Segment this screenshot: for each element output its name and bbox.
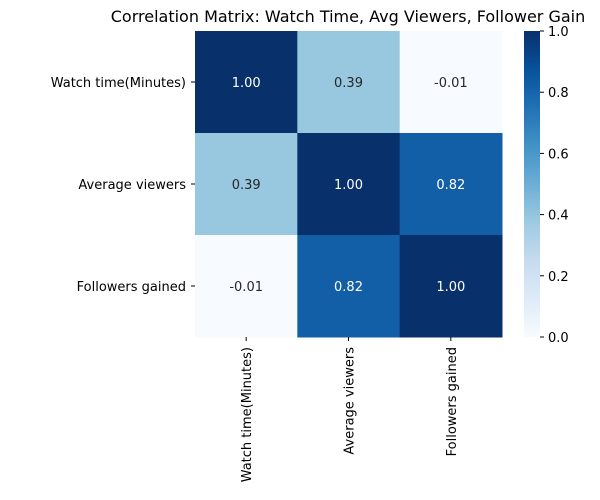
colorbar-tick-label: 1.0 bbox=[548, 25, 569, 40]
colorbar: 0.0 0.2 0.4 0.6 0.8 1.0 bbox=[524, 25, 569, 346]
colorbar-tick-label: 0.2 bbox=[548, 270, 569, 285]
heatmap-cells bbox=[195, 31, 503, 338]
heatmap-value-labels: 1.00 0.39 -0.01 0.39 1.00 0.82 -0.01 0.82 1.00 bbox=[229, 76, 467, 295]
heatmap-cell-average-viewers-watch-time-minutes bbox=[195, 133, 298, 236]
cell-value-label: 1.00 bbox=[232, 76, 261, 91]
colorbar-gradient-bar bbox=[524, 31, 540, 337]
chart-title: Correlation Matrix: Watch Time, Avg View… bbox=[111, 7, 586, 26]
heatmap-cell-followers-gained-watch-time-minutes bbox=[195, 235, 298, 338]
x-tick-label: Average viewers bbox=[342, 347, 357, 455]
cell-value-label: -0.01 bbox=[434, 76, 468, 91]
heatmap-cell-average-viewers-followers-gained bbox=[399, 133, 503, 236]
heatmap-cell-watch-time-minutes-average-viewers bbox=[297, 31, 401, 134]
cell-value-label: 0.39 bbox=[334, 76, 363, 91]
cell-value-label: 1.00 bbox=[436, 280, 465, 295]
x-axis: Watch time(Minutes) Average viewers Follow… bbox=[240, 337, 460, 482]
y-axis: Watch time(Minutes) Average viewers Follow… bbox=[51, 76, 195, 295]
cell-value-label: 1.00 bbox=[334, 178, 363, 193]
colorbar-tick-label: 0.0 bbox=[548, 331, 569, 346]
cell-value-label: 0.39 bbox=[232, 178, 261, 193]
colorbar-tick-label: 0.6 bbox=[548, 147, 569, 162]
cell-value-label: 0.82 bbox=[334, 280, 363, 295]
heatmap-cell-average-viewers-average-viewers bbox=[297, 133, 401, 236]
y-tick-label: Average viewers bbox=[78, 178, 186, 193]
x-tick-label: Followers gained bbox=[445, 347, 460, 456]
cell-value-label: -0.01 bbox=[229, 280, 263, 295]
heatmap-cell-watch-time-minutes-followers-gained bbox=[399, 31, 503, 134]
heatmap-cell-watch-time-minutes-watch-time-minutes bbox=[195, 31, 298, 134]
colorbar-tick-label: 0.4 bbox=[548, 209, 569, 224]
y-tick-label: Watch time(Minutes) bbox=[51, 76, 186, 91]
cell-value-label: 0.82 bbox=[436, 178, 465, 193]
y-tick-label: Followers gained bbox=[77, 280, 186, 295]
heatmap-cell-followers-gained-average-viewers bbox=[297, 235, 401, 338]
heatmap-cell-followers-gained-followers-gained bbox=[399, 235, 503, 338]
x-tick-label: Watch time(Minutes) bbox=[240, 347, 255, 482]
colorbar-tick-label: 0.8 bbox=[548, 86, 569, 101]
